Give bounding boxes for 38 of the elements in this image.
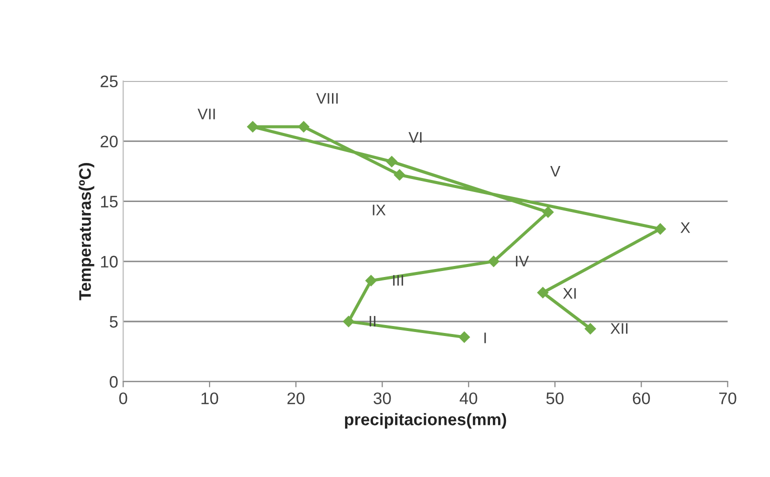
x-tick-label: 60 (632, 392, 650, 404)
x-tick-label: 20 (287, 392, 305, 404)
annotation: I (484, 332, 486, 344)
y-tick-label: 25 (100, 75, 118, 88)
x-tick-label: 10 (202, 392, 218, 404)
y-tick-label: 20 (100, 136, 118, 148)
y-axis-title: Temperaturas(ºC) (78, 163, 94, 300)
annotation: X (680, 222, 690, 233)
y-tick-label: 15 (101, 196, 118, 208)
annotation: XII (610, 323, 628, 334)
point (488, 256, 500, 267)
annotation: XI (563, 288, 576, 299)
point (584, 323, 596, 334)
point (542, 206, 554, 218)
point (298, 121, 310, 132)
annotation: V (550, 166, 560, 176)
point (365, 275, 377, 286)
annotation: III (393, 275, 404, 286)
annotation: VI (408, 132, 422, 143)
annotation: VII (198, 108, 215, 120)
x-tick-label: 70 (719, 392, 736, 404)
annotation: VIII (316, 93, 338, 104)
point (342, 316, 354, 328)
point (458, 332, 470, 343)
annotation: IX (372, 204, 386, 216)
x-tick-label: 50 (546, 392, 564, 404)
x-tick-label: 40 (460, 392, 478, 404)
point (386, 156, 398, 168)
x-axis-title: precipitaciones(mm) (345, 413, 506, 429)
x-tick-label: 0 (119, 392, 128, 404)
point (394, 169, 406, 180)
point (537, 287, 548, 298)
y-tick-label: 10 (101, 256, 118, 268)
y-tick-label: 5 (110, 316, 118, 328)
point (654, 223, 666, 235)
point (247, 121, 258, 132)
x-tick-label: 30 (374, 392, 391, 404)
y-tick-label: 0 (110, 376, 118, 388)
